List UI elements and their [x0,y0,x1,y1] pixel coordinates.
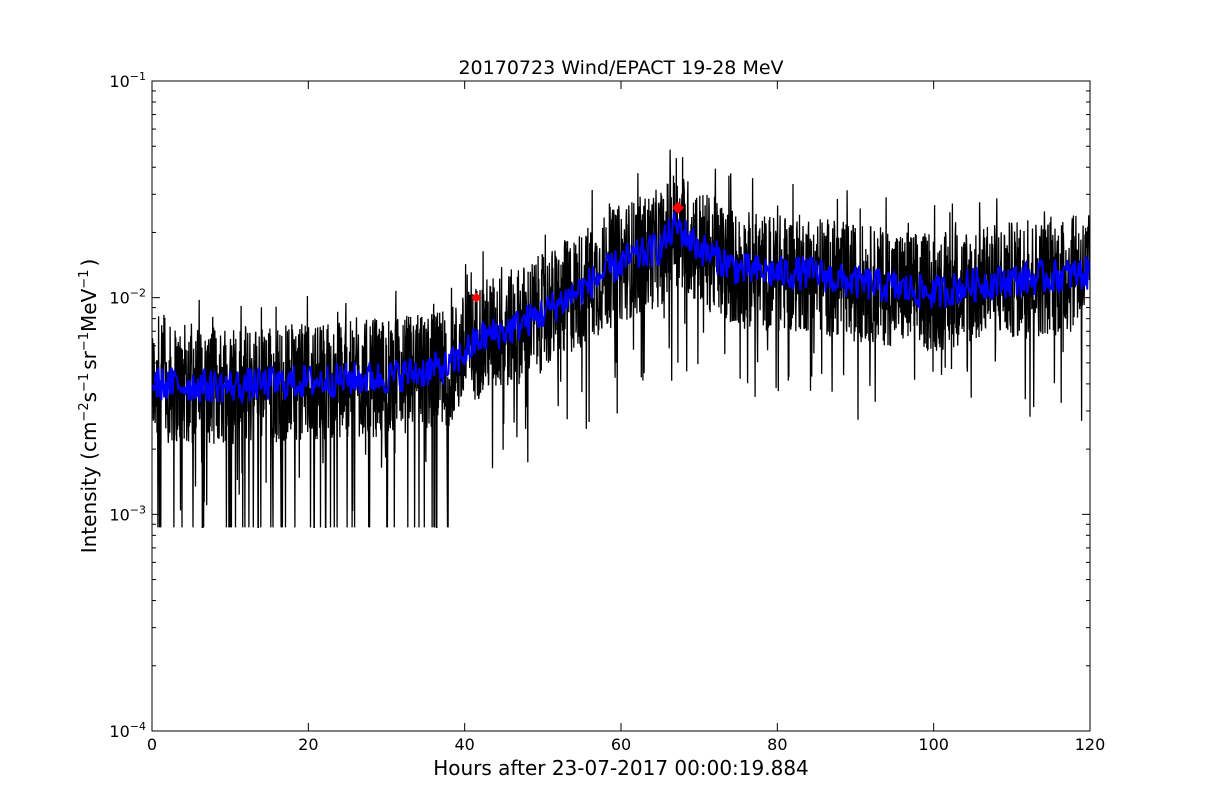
axis-ticks: 0 20 40 60 80 100 120 10−4 10−3 10−2 10−1 [109,70,1105,754]
x-tick-label: 0 [147,735,157,754]
y-tick-label: 10−2 [109,287,146,308]
x-tick-label: 100 [918,735,949,754]
x-tick-label: 60 [611,735,631,754]
y-axis-label: Intensity (cm−2s−1sr−1MeV−1) [77,259,101,554]
onset-markers [471,201,685,303]
y-tick-label: 10−3 [109,503,146,524]
smoothed-intensity-series [152,211,1090,406]
plot-area [152,149,1090,529]
x-tick-label: 20 [298,735,318,754]
y-tick-label: 10−1 [109,70,146,91]
onset-marker [672,201,685,214]
x-axis-label: Hours after 23-07-2017 00:00:19.884 [433,756,809,780]
x-tick-label: 80 [767,735,787,754]
chart-title: 20170723 Wind/EPACT 19-28 MeV [458,57,783,79]
y-tick-label: 10−4 [109,720,146,741]
x-tick-label: 40 [454,735,474,754]
onset-marker [471,292,482,303]
x-tick-label: 120 [1075,735,1106,754]
